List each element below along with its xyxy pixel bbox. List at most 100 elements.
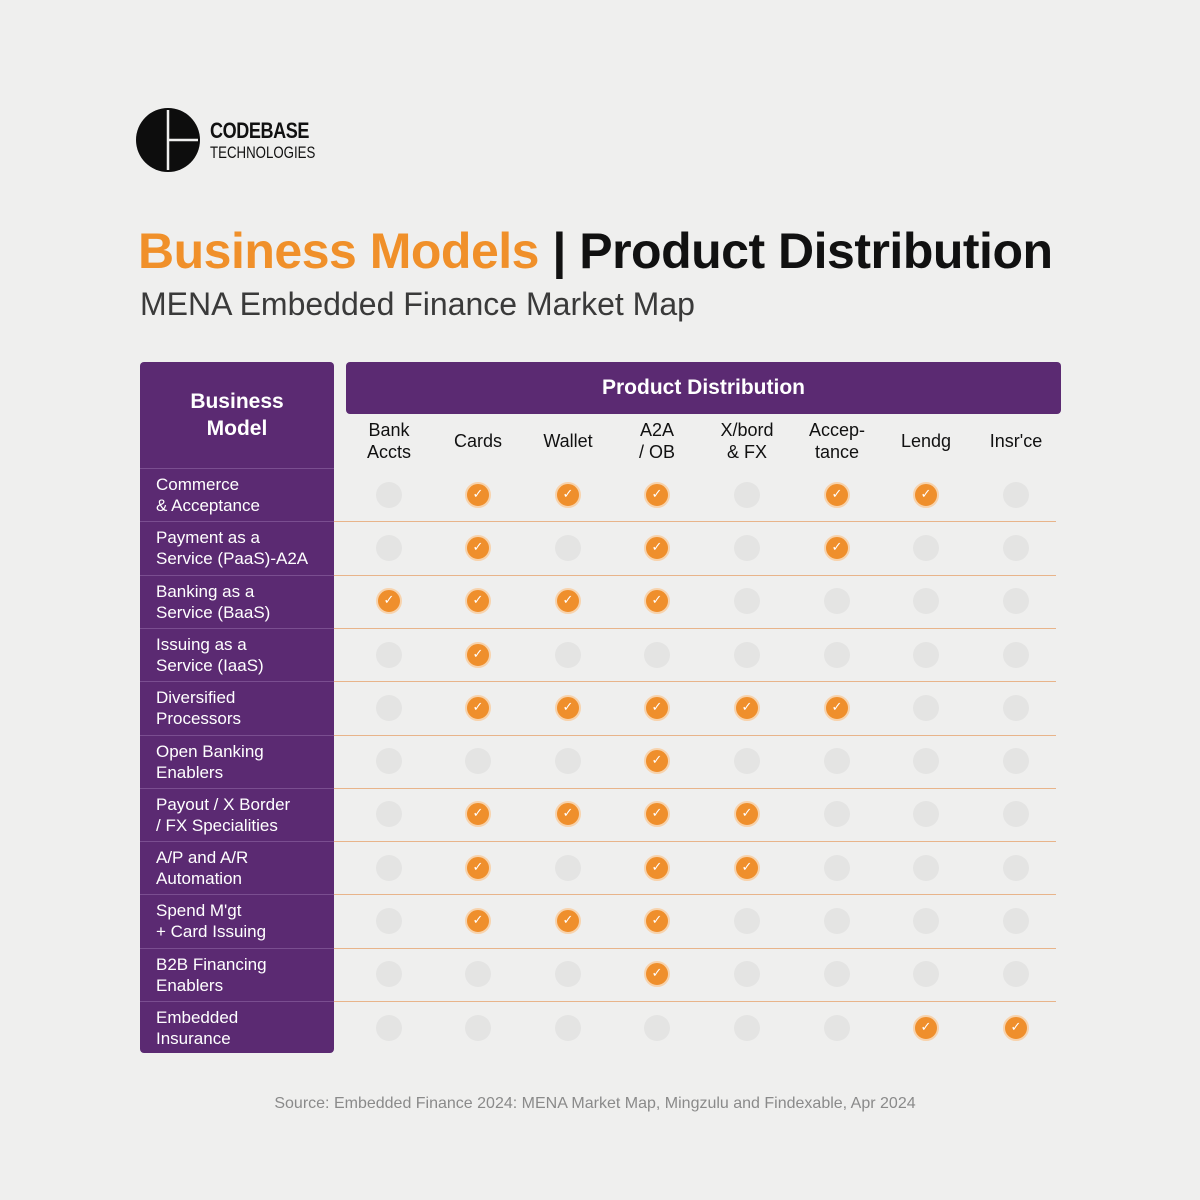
- column-label: Wallet: [543, 431, 593, 451]
- check-icon: [555, 695, 581, 721]
- empty-dot: [734, 535, 760, 561]
- empty-dot: [734, 588, 760, 614]
- check-icon: [644, 535, 670, 561]
- check-icon: [555, 482, 581, 508]
- column-label: X/bord & FX: [720, 420, 774, 462]
- logo-line2: TECHNOLOGIES: [210, 142, 316, 162]
- business-model-header: Business Model: [190, 390, 284, 440]
- check-icon: [465, 642, 491, 668]
- empty-dot: [376, 535, 402, 561]
- empty-dot: [824, 748, 850, 774]
- empty-dot: [1003, 588, 1029, 614]
- row-divider: [334, 841, 1056, 842]
- check-icon: [1003, 1015, 1029, 1041]
- check-icon: [465, 535, 491, 561]
- empty-dot: [376, 961, 402, 987]
- business-model-label: Open Banking Enablers: [140, 734, 334, 788]
- business-model-label: Spend M'gt + Card Issuing: [140, 894, 334, 947]
- title-highlight: Business Models: [138, 223, 539, 279]
- empty-dot: [913, 695, 939, 721]
- empty-dot: [1003, 961, 1029, 987]
- empty-dot: [465, 748, 491, 774]
- empty-dot: [734, 482, 760, 508]
- empty-dot: [1003, 748, 1029, 774]
- empty-dot: [734, 961, 760, 987]
- empty-dot: [734, 642, 760, 668]
- check-icon: [913, 1015, 939, 1041]
- column-label: Lendg: [900, 431, 952, 451]
- empty-dot: [1003, 642, 1029, 668]
- empty-dot: [555, 855, 581, 881]
- check-icon: [644, 748, 670, 774]
- check-icon: [465, 588, 491, 614]
- check-icon: [734, 801, 760, 827]
- row-divider: [334, 575, 1056, 576]
- check-icon: [465, 482, 491, 508]
- business-model-label: Diversified Processors: [140, 681, 334, 734]
- empty-dot: [734, 748, 760, 774]
- empty-dot: [376, 1015, 402, 1041]
- column-label: A2A / OB: [638, 420, 675, 462]
- business-model-label: Banking as a Service (BaaS): [140, 574, 334, 628]
- row-divider: [334, 948, 1056, 949]
- empty-dot: [376, 908, 402, 934]
- row-divider: [334, 521, 1056, 522]
- check-icon: [555, 908, 581, 934]
- source-note: Source: Embedded Finance 2024: MENA Mark…: [274, 1095, 916, 1112]
- check-icon: [644, 695, 670, 721]
- empty-dot: [376, 801, 402, 827]
- empty-dot: [644, 1015, 670, 1041]
- page-subtitle: MENA Embedded Finance Market Map: [140, 286, 695, 322]
- empty-dot: [376, 855, 402, 881]
- page-title: Business Models | Product Distribution: [138, 222, 1053, 280]
- empty-dot: [555, 1015, 581, 1041]
- row-divider: [334, 788, 1056, 789]
- empty-dot: [913, 908, 939, 934]
- check-icon: [465, 855, 491, 881]
- empty-dot: [1003, 535, 1029, 561]
- title-separator: |: [538, 223, 580, 279]
- check-icon: [644, 908, 670, 934]
- business-model-label: B2B Financing Enablers: [140, 947, 334, 1001]
- empty-dot: [376, 482, 402, 508]
- check-icon: [644, 482, 670, 508]
- check-icon: [376, 588, 402, 614]
- empty-dot: [734, 908, 760, 934]
- codebase-logo-mark-icon: [136, 108, 200, 172]
- title-rest: Product Distribution: [579, 223, 1053, 279]
- empty-dot: [644, 642, 670, 668]
- empty-dot: [1003, 855, 1029, 881]
- empty-dot: [824, 961, 850, 987]
- empty-dot: [913, 748, 939, 774]
- column-label: Cards: [453, 431, 502, 451]
- check-icon: [644, 801, 670, 827]
- empty-dot: [555, 961, 581, 987]
- empty-dot: [376, 695, 402, 721]
- empty-dot: [376, 642, 402, 668]
- empty-dot: [913, 588, 939, 614]
- business-model-label: Payment as a Service (PaaS)-A2A: [140, 521, 334, 574]
- row-divider: [334, 681, 1056, 682]
- column-label: Insr'ce: [989, 431, 1043, 451]
- check-icon: [824, 695, 850, 721]
- row-divider: [334, 628, 1056, 629]
- business-model-label: Issuing as a Service (IaaS): [140, 627, 334, 681]
- row-divider: [334, 1001, 1056, 1002]
- empty-dot: [824, 588, 850, 614]
- check-icon: [555, 588, 581, 614]
- business-model-label: A/P and A/R Automation: [140, 841, 334, 894]
- business-model-label: Payout / X Border / FX Specialities: [140, 787, 334, 841]
- empty-dot: [555, 748, 581, 774]
- empty-dot: [913, 535, 939, 561]
- empty-dot: [824, 908, 850, 934]
- empty-dot: [824, 801, 850, 827]
- check-icon: [644, 855, 670, 881]
- business-model-label: Embedded Insurance: [140, 1001, 334, 1054]
- check-icon: [913, 482, 939, 508]
- column-label: Bank Accts: [366, 420, 411, 462]
- column-label: Accep- tance: [808, 420, 866, 462]
- check-icon: [465, 908, 491, 934]
- empty-dot: [1003, 908, 1029, 934]
- empty-dot: [913, 642, 939, 668]
- empty-dot: [555, 535, 581, 561]
